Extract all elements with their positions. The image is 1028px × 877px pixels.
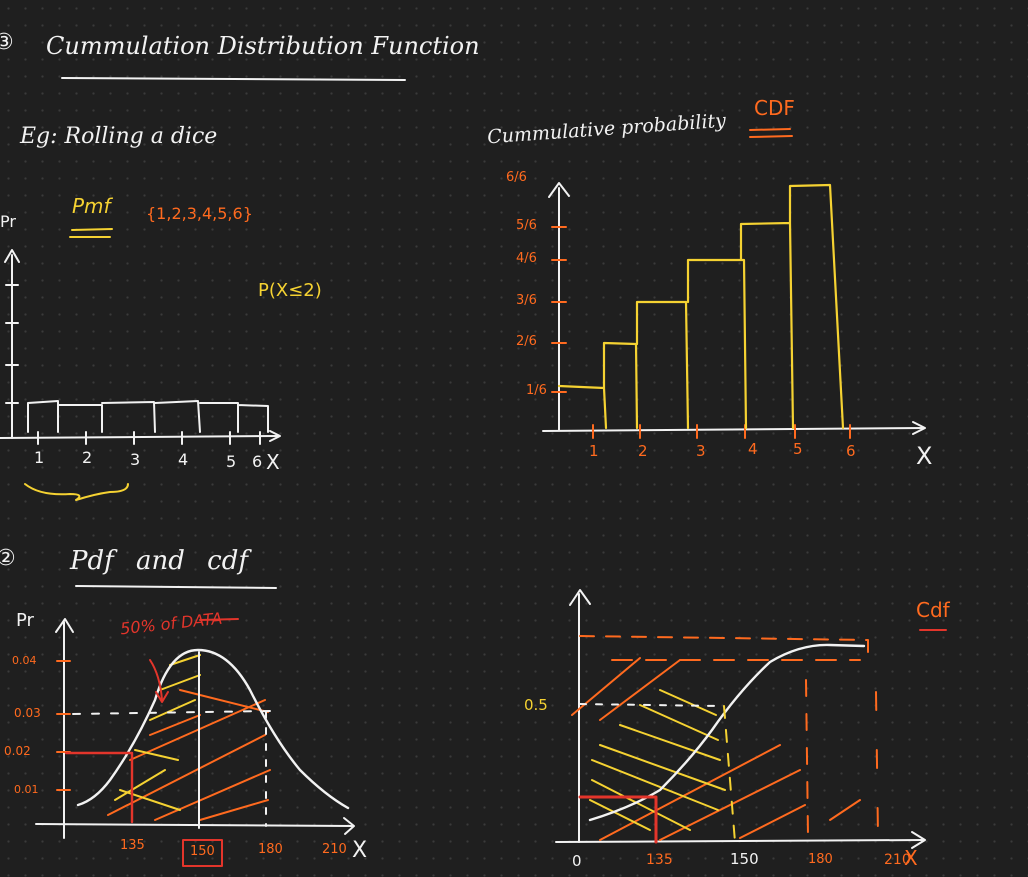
cdf-tag: CDF [754, 96, 795, 120]
pdf-x-tick: 180 [258, 842, 283, 857]
pmf-y-tick [5, 284, 19, 404]
section2-title: Pdf and cdf [70, 546, 249, 576]
cdf2-hatch-orange [571, 657, 861, 841]
pdf-x-arrow [343, 817, 355, 835]
title-underline [61, 77, 406, 81]
pdf-y-tick: 0.01 [14, 783, 39, 796]
cdf-y-tick: 1/6 [526, 383, 547, 398]
cdf-y-tick: 6/6 [506, 170, 527, 185]
cdf-x-axis [542, 427, 925, 432]
pmf-x-tick: 4 [178, 450, 189, 469]
cdf-x-tick: 4 [748, 440, 758, 458]
pmf-x-tick: 3 [130, 450, 141, 469]
cdf-y-tick: 3/6 [516, 293, 537, 308]
pdf-red-guides [64, 751, 134, 824]
pdf-red-pointer [149, 659, 163, 701]
pdf-hatch-yellow [114, 654, 201, 811]
outcome-set: {1,2,3,4,5,6} [146, 204, 253, 223]
pmf-bars [27, 400, 269, 433]
heading-number: ③ [0, 30, 14, 55]
pdf-x-tick: 150 [190, 844, 215, 859]
pmf-underline [69, 228, 113, 238]
cdf-x-ticks [592, 424, 851, 439]
cdf2-x-tick: 180 [808, 852, 833, 867]
cdf2-red-guides [578, 795, 658, 844]
probability-note: P(X≤2) [258, 280, 322, 301]
pdf-x-tick: 210 [322, 842, 347, 857]
cdf2-x-tick: 135 [646, 852, 673, 868]
pdf-annotation-underline [199, 618, 239, 621]
cdf2-hatch-yellow [589, 689, 726, 831]
cdf2-x-axis-label: X [904, 846, 918, 870]
cdf-x-tick: 6 [846, 442, 856, 460]
pmf-brace [24, 483, 129, 501]
pdf-y-tick: 0.02 [4, 744, 31, 758]
pdf-dotted-0.03 [72, 710, 271, 715]
cdf2-dashed-right [875, 691, 879, 837]
cdf2-x-axis [555, 839, 925, 843]
pdf-chart [35, 618, 355, 867]
pmf-x-axis-label: X [266, 450, 280, 474]
cdf2-x-arrow [911, 831, 926, 849]
cdf2-x-tick: 150 [730, 850, 759, 868]
cdf-y-ticks [551, 226, 567, 393]
pmf-y-label: Pr [0, 212, 16, 231]
pdf-x-axis [35, 823, 353, 827]
cdf2-tag: Cdf [916, 598, 950, 622]
cdf-bars [557, 183, 845, 430]
cdf-y-tick: 2/6 [516, 334, 537, 349]
cdf-x-tick: 2 [638, 442, 648, 460]
pdf-y-label: Pr [16, 610, 34, 631]
pmf-x-tick: 2 [82, 448, 93, 467]
section2-number: ② [0, 546, 16, 571]
cdf2-dashed-0.5 [579, 703, 721, 707]
cdf-step-chart [542, 128, 926, 439]
pmf-x-tick: 5 [226, 452, 237, 471]
pdf-curve [76, 648, 350, 810]
cdf2-x-tick: 210 [884, 852, 911, 868]
pmf-x-tick: 6 [252, 452, 263, 471]
pdf-y-tick: 0.04 [12, 654, 37, 667]
pmf-x-ticks [37, 431, 261, 445]
pdf-red-arrowhead [155, 691, 169, 703]
pdf-hatch-orange [107, 689, 271, 821]
cdf2-chart [555, 589, 947, 849]
cdf-y-tick: 5/6 [516, 218, 537, 233]
cdf2-y-tick: 0.5 [524, 696, 548, 714]
section2-underline [75, 585, 277, 589]
cdf-y-tick: 4/6 [516, 251, 537, 266]
pmf-x-axis [0, 435, 279, 439]
pmf-x-tick: 1 [34, 448, 45, 467]
cdf-y-arrow [548, 182, 570, 198]
pmf-x-arrow [269, 430, 281, 442]
cdf-x-tick: 3 [696, 442, 706, 460]
pmf-y-arrow [4, 249, 20, 263]
cdf2-dashed-180 [805, 679, 809, 837]
pmf-chart [0, 249, 281, 445]
example-text: Eg: Rolling a dice [20, 124, 218, 149]
pdf-x-axis-label: X [352, 838, 368, 863]
pdf-150-box [182, 839, 223, 867]
cdf-tag-underline [749, 128, 793, 138]
pdf-y-ticks [56, 660, 71, 791]
cdf-x-arrow [912, 421, 926, 435]
pdf-y-tick: 0.03 [14, 706, 41, 720]
cdf-x-tick: 5 [793, 440, 803, 458]
pdf-x-tick: 135 [120, 838, 145, 853]
cdf-x-tick: 1 [589, 442, 599, 460]
pdf-y-arrow [55, 618, 74, 633]
pmf-label: Pmf [72, 194, 111, 218]
cdf-x-axis-label: X [916, 442, 933, 470]
cdf2-dashed-top [579, 635, 869, 657]
cdf2-y-arrow [569, 589, 591, 606]
cdf2-curve [588, 643, 866, 822]
cdf2-x-tick: 0 [572, 852, 582, 870]
heading-title: Cummulation Distribution Function [46, 32, 480, 60]
